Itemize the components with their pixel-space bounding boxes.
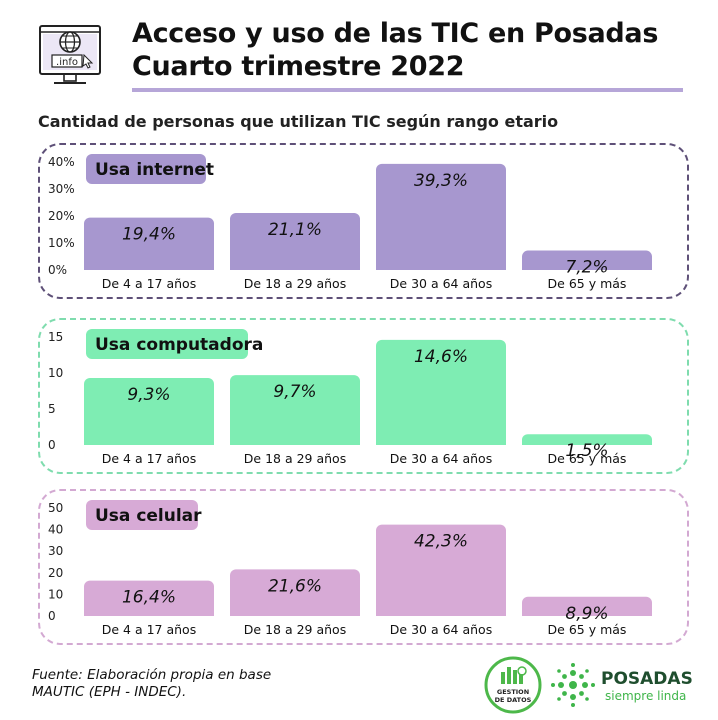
y-tick-label: 50 <box>48 501 63 515</box>
bar <box>376 163 506 270</box>
bar-base <box>376 439 506 445</box>
source-line-1: Fuente: Elaboración propia en base <box>32 667 272 683</box>
data-label: 9,7% <box>273 382 316 402</box>
bar-base <box>522 610 652 616</box>
category-label: De 18 a 29 años <box>244 276 346 291</box>
category-label: De 65 y más <box>548 276 627 291</box>
y-tick-label: 20% <box>48 209 75 223</box>
bar <box>230 375 360 445</box>
data-label: 39,3% <box>414 171 468 191</box>
category-label: De 18 a 29 años <box>244 451 346 466</box>
gestion-logo-line1: GESTION <box>497 688 529 696</box>
bar-base <box>230 439 360 445</box>
bar-base <box>376 264 506 270</box>
category-label: De 4 a 17 años <box>102 451 196 466</box>
category-label: De 65 y más <box>548 622 627 637</box>
y-tick-label: 10% <box>48 236 75 250</box>
category-label: De 65 y más <box>548 451 627 466</box>
data-label: 16,4% <box>122 588 176 608</box>
category-label: De 4 a 17 años <box>102 276 196 291</box>
chart-subtitle: Cantidad de personas que utilizan TIC se… <box>38 112 559 131</box>
bar-base <box>376 610 506 616</box>
data-label: 8,9% <box>565 604 608 624</box>
gestion-logo-line2: DE DATOS <box>495 696 532 704</box>
chart-title: Usa internet <box>95 160 214 180</box>
bar-base <box>522 264 652 270</box>
posadas-logo-name: POSADAS <box>601 669 693 689</box>
y-tick-label: 40 <box>48 523 63 537</box>
y-tick-label: 20 <box>48 566 63 580</box>
category-label: De 30 a 64 años <box>390 622 492 637</box>
gestion-de-datos-logo: GESTION DE DATOS <box>484 656 542 714</box>
bar-base <box>84 264 214 270</box>
info-icon-text: .info <box>56 57 78 68</box>
info-monitor-icon: .info <box>39 25 101 84</box>
y-tick-label: 30% <box>48 182 75 196</box>
data-label: 9,3% <box>127 385 170 405</box>
y-tick-label: 15 <box>48 330 63 344</box>
bar <box>230 213 360 270</box>
bar-base <box>230 610 360 616</box>
page-subtitle-period: Cuarto trimestre 2022 <box>132 51 465 82</box>
data-label: 7,2% <box>565 258 608 278</box>
chart-title-pill <box>86 329 248 359</box>
panel-internet <box>38 143 689 299</box>
data-label: 21,6% <box>268 576 322 596</box>
bar <box>376 524 506 616</box>
title-underline <box>132 88 683 92</box>
bar-base <box>230 264 360 270</box>
category-label: De 4 a 17 años <box>102 622 196 637</box>
panel-computadora <box>38 318 689 474</box>
y-tick-label: 0 <box>48 438 56 452</box>
y-tick-label: 30 <box>48 544 63 558</box>
data-label: 1,5% <box>565 441 608 461</box>
data-label: 14,6% <box>414 347 468 367</box>
chart-title: Usa celular <box>95 506 202 526</box>
bar <box>376 339 506 445</box>
y-tick-label: 0 <box>48 609 56 623</box>
y-tick-label: 40% <box>48 155 75 169</box>
y-tick-label: 5 <box>48 402 56 416</box>
bar-base <box>84 439 214 445</box>
bar-base <box>84 610 214 616</box>
bar <box>230 569 360 616</box>
posadas-siempre-linda-logo: POSADAS siempre linda <box>551 663 693 707</box>
source-line-2: MAUTIC (EPH - INDEC). <box>32 684 187 700</box>
chart-title-pill <box>86 500 198 530</box>
category-label: De 30 a 64 años <box>390 276 492 291</box>
panel-celular <box>38 489 689 645</box>
bar <box>84 378 214 445</box>
chart-title-pill <box>86 154 206 184</box>
data-label: 21,1% <box>268 220 322 240</box>
bar <box>84 580 214 616</box>
bar <box>84 217 214 270</box>
data-label: 19,4% <box>122 225 176 245</box>
bar-base <box>522 439 652 445</box>
data-label: 42,3% <box>414 532 468 552</box>
y-tick-label: 10 <box>48 366 63 380</box>
category-label: De 18 a 29 años <box>244 622 346 637</box>
source-note: Fuente: Elaboración propia en base MAUTI… <box>32 667 271 701</box>
y-tick-label: 0% <box>48 263 67 277</box>
chart-title: Usa computadora <box>95 335 263 355</box>
y-tick-label: 10 <box>48 587 63 601</box>
posadas-logo-tagline: siempre linda <box>605 689 686 703</box>
category-label: De 30 a 64 años <box>390 451 492 466</box>
page-title: Acceso y uso de las TIC en Posadas <box>132 18 659 49</box>
